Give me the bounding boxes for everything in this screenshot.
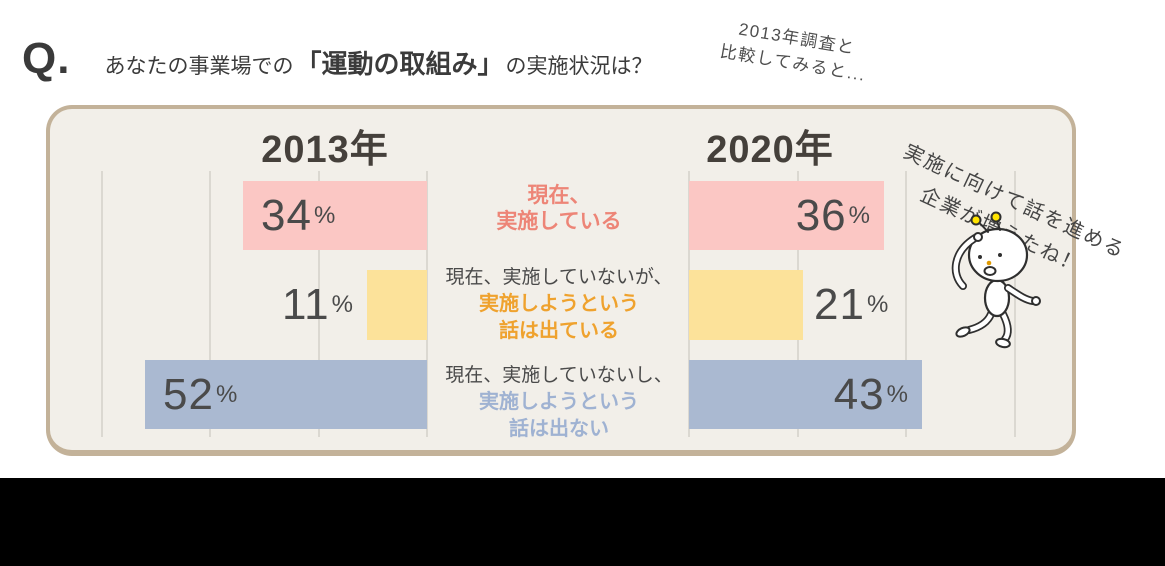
category-2-line-0: 現在、実施していないし、 [445, 365, 673, 386]
year-header-2013: 2013年 [215, 118, 435, 173]
year-2013-label: 2013年 [261, 129, 389, 171]
question-mark: Q. [22, 34, 71, 83]
category-0-line-1: 実施している [496, 210, 622, 233]
mascot-alien-character [951, 211, 1041, 349]
category-label-not-implementing-no-discussion: 現在、実施していないし、 実施しようという 話は出ない [429, 362, 689, 443]
gridline-2020年-60 [1013, 171, 1016, 437]
value-2020年-not-implementing-no-discussion: 43% [833, 369, 908, 419]
question-header: Q. あなたの事業場での 「運動の取組み」 の実施状況は？ [22, 34, 652, 84]
bar-2013年-currently-implementing [243, 181, 427, 250]
mascot-left-arm [951, 232, 983, 290]
year-2020-label: 2020年 [706, 129, 834, 171]
gridline-2013年-0 [426, 171, 428, 437]
mascot-legs [955, 310, 1012, 349]
value-2013年-currently-implementing: 34% [261, 190, 336, 240]
bottom-black-bar [0, 478, 1165, 566]
value-2020年-not-implementing-but-discussing: 21% [814, 280, 889, 329]
value-2013年-not-implementing-no-discussion: 52% [163, 369, 238, 419]
mascot-antennae [970, 211, 1002, 233]
bar-2020年-currently-implementing [689, 181, 884, 250]
gridline-2020年-40 [905, 171, 907, 437]
bar-2020年-not-implementing-no-discussion [689, 360, 922, 429]
gridline-2013年-40 [209, 171, 211, 437]
question-text-emphasis: 「運動の取組み」 [295, 49, 504, 79]
value-2020年-currently-implementing: 36% [795, 190, 870, 240]
bar-2013年-not-implementing-but-discussing [367, 270, 427, 340]
bar-2013年-not-implementing-no-discussion [145, 360, 427, 429]
question-text-after: の実施状況は？ [505, 55, 653, 78]
value-2013年-not-implementing-but-discussing: 11% [281, 280, 353, 329]
gridline-2013年-20 [317, 171, 320, 437]
category-label-currently-implementing: 現在、 実施している [429, 183, 689, 235]
category-2-line-2: 話は出ない [509, 418, 609, 440]
question-text-before: あなたの事業場での [104, 55, 294, 78]
category-label-not-implementing-but-discussing: 現在、実施していないが、 実施しようという 話は出ている [429, 264, 689, 345]
mascot-face [978, 253, 1002, 276]
bar-2020年-not-implementing-but-discussing [689, 270, 803, 340]
gridline-2013年-60 [100, 171, 103, 437]
category-2-line-1: 実施しようという [479, 391, 639, 413]
category-1-line-2: 話は出ている [499, 320, 619, 342]
handwritten-note-compare: 2013年調査と 比較してみると... [697, 11, 893, 92]
category-1-line-1: 実施しようという [479, 293, 639, 315]
mascot-right-arm [1004, 284, 1041, 306]
year-header-2020: 2020年 [660, 118, 880, 173]
category-0-line-0: 現在、 [527, 184, 591, 207]
question-title: あなたの事業場での 「運動の取組み」 の実施状況は？ [104, 44, 652, 81]
category-1-line-0: 現在、実施していないが、 [445, 267, 673, 288]
